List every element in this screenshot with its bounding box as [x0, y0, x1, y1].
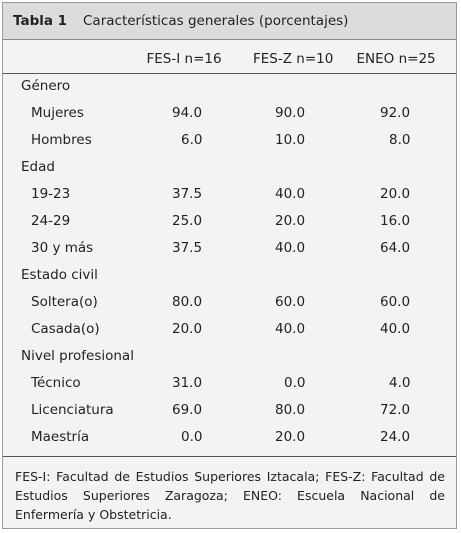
row-label: Casada(o): [31, 321, 100, 337]
table-label: Tabla 1: [13, 13, 68, 29]
cell-value: 72.0: [380, 402, 411, 418]
column-header: ENEO n=25: [356, 51, 436, 67]
cell-value: 20.0: [275, 429, 306, 445]
cell-value: 37.5: [172, 240, 203, 256]
cell-value: 94.0: [172, 105, 203, 121]
row-label: Licenciatura: [31, 402, 114, 418]
cell-value: 80.0: [275, 402, 306, 418]
cell-value: 69.0: [172, 402, 203, 418]
title-bar: Tabla 1 Características generales (porce…: [3, 3, 456, 40]
cell-value: 20.0: [172, 321, 203, 337]
cell-value: 60.0: [380, 294, 411, 310]
row-label: Mujeres: [31, 105, 84, 121]
cell-value: 40.0: [380, 321, 411, 337]
cell-value: 0.0: [284, 375, 306, 391]
cell-value: 92.0: [380, 105, 411, 121]
cell-value: 64.0: [380, 240, 411, 256]
cell-value: 20.0: [380, 186, 411, 202]
row-label: Soltera(o): [31, 294, 98, 310]
cell-value: 4.0: [389, 375, 411, 391]
table-title: Características generales (porcentajes): [83, 13, 349, 29]
cell-value: 0.0: [181, 429, 203, 445]
group-label: Género: [21, 78, 71, 94]
table-box: Tabla 1 Características generales (porce…: [2, 2, 457, 529]
cell-value: 40.0: [275, 321, 306, 337]
cell-value: 20.0: [275, 213, 306, 229]
row-label: 30 y más: [31, 240, 94, 256]
column-header: FES-I n=16: [146, 51, 222, 67]
cell-value: 80.0: [172, 294, 203, 310]
cell-value: 60.0: [275, 294, 306, 310]
row-label: Hombres: [31, 132, 92, 148]
column-header: FES-Z n=10: [253, 51, 334, 67]
group-label: Estado civil: [21, 267, 98, 283]
cell-value: 40.0: [275, 186, 306, 202]
group-label: Nivel profesional: [21, 348, 134, 364]
cell-value: 8.0: [389, 132, 411, 148]
cell-value: 10.0: [275, 132, 306, 148]
cell-value: 16.0: [380, 213, 411, 229]
row-label: 24-29: [31, 213, 71, 229]
row-label: Técnico: [31, 375, 81, 391]
cell-value: 40.0: [275, 240, 306, 256]
cell-value: 24.0: [380, 429, 411, 445]
group-label: Edad: [21, 159, 55, 175]
bottom-rule: [3, 456, 456, 457]
footnote: FES-I: Facultad de Estudios Superiores I…: [15, 469, 445, 522]
header-rule: [3, 73, 456, 74]
cell-value: 37.5: [172, 186, 203, 202]
cell-value: 31.0: [172, 375, 203, 391]
cell-value: 90.0: [275, 105, 306, 121]
row-label: Maestría: [31, 429, 90, 445]
row-label: 19-23: [31, 186, 71, 202]
cell-value: 6.0: [181, 132, 203, 148]
cell-value: 25.0: [172, 213, 203, 229]
